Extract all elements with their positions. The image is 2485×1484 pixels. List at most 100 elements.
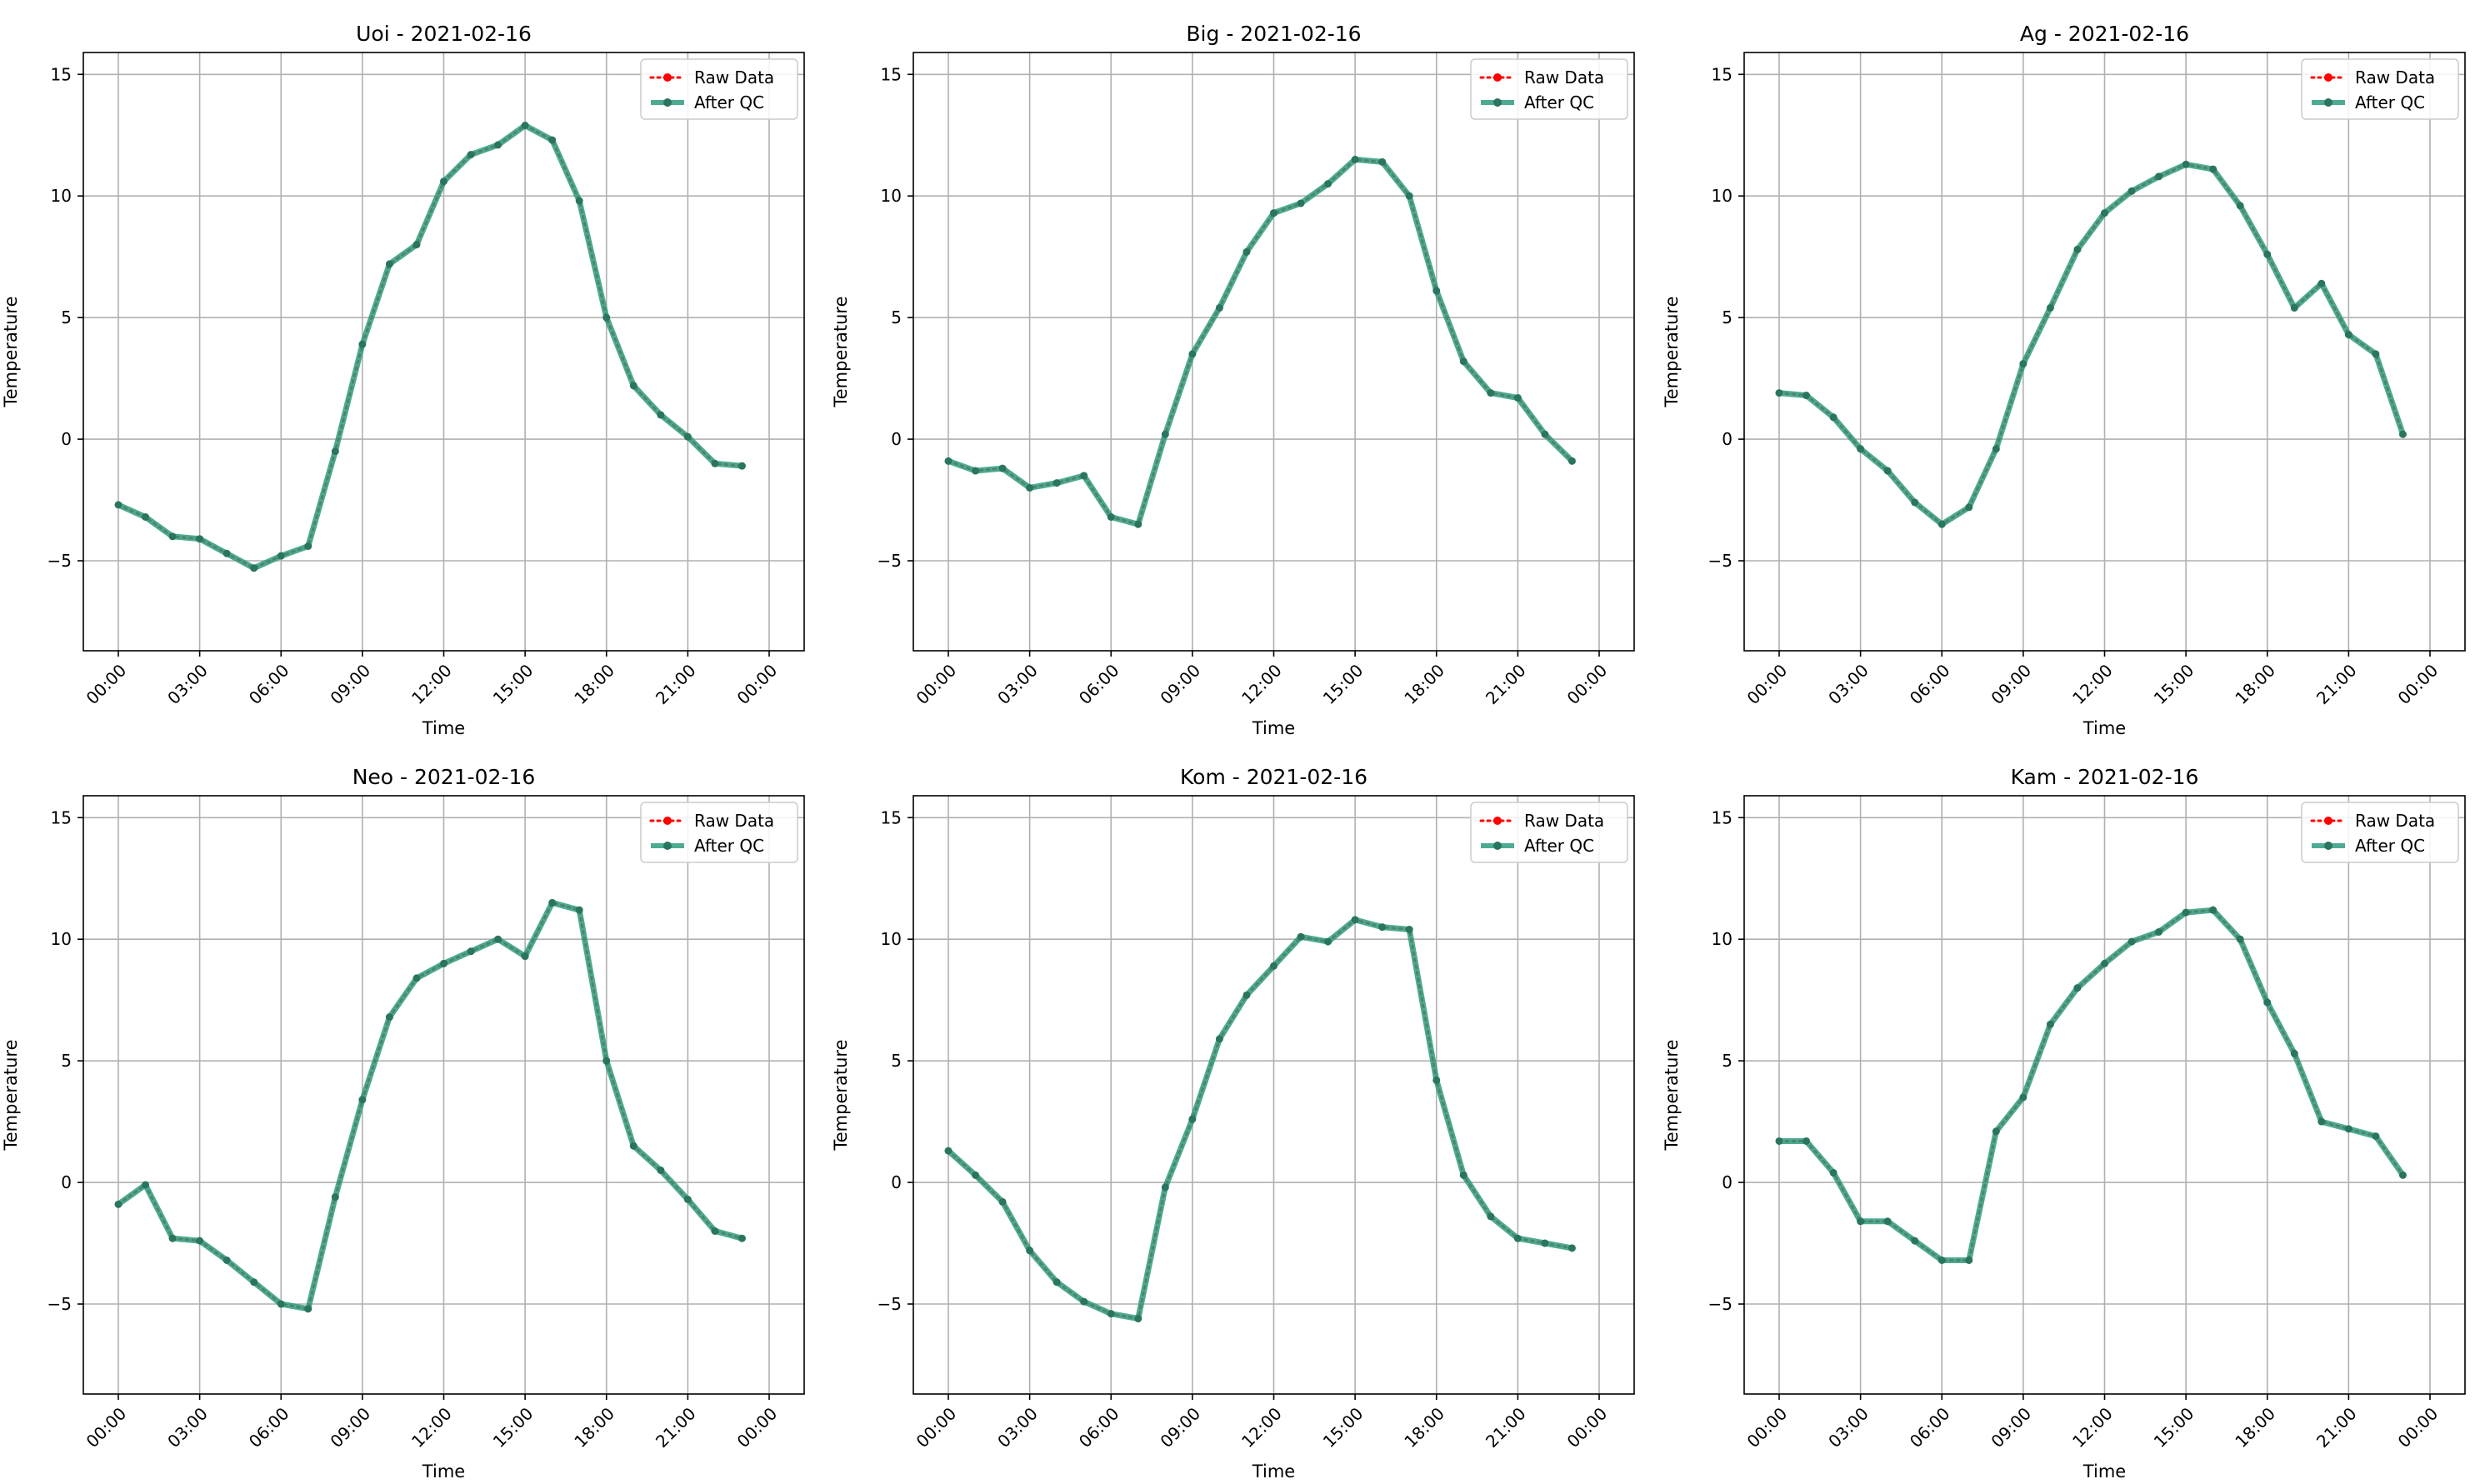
x-tick-label: 06:00 [1906,1403,1954,1452]
after-qc-line [946,917,1573,1322]
after-qc-point [2318,1117,2326,1126]
x-axis-label: Time [2082,1462,2126,1482]
after-qc-point [1215,303,1223,312]
after-qc-point [1405,926,1413,934]
after-qc-point [1459,357,1468,366]
x-tick-label: 09:00 [1987,660,2035,708]
x-tick-label: 12:00 [1238,660,1286,708]
x-tick-label: 15:00 [2150,660,2198,708]
after-qc-point [944,1147,952,1155]
x-tick-label: 15:00 [489,1403,538,1452]
after-qc-point [2344,331,2352,339]
after-qc-point [1487,1212,1495,1221]
after-qc-point [1107,512,1115,521]
x-tick-label: 00:00 [733,660,782,708]
x-tick-label: 21:00 [1482,660,1530,708]
after-qc-point [629,1142,638,1150]
y-tick-label: 10 [1712,929,1732,949]
after-qc-point [1541,430,1549,438]
after-qc-point [2073,245,2082,253]
after-qc-point [1188,350,1197,358]
x-tick-label: 03:00 [993,660,1042,708]
legend: Raw Data After QC [1470,58,1628,120]
subplot-2: −5 0 5 10 15 00:00 03:00 06:00 09:00 12:00 15:00 18… [831,22,1635,738]
y-tick-label: 10 [1712,186,1732,206]
subplot-4: −5 0 5 10 15 00:00 03:00 06:00 09:00 12:00 15:00 18… [1,765,805,1482]
after-qc-point [1432,287,1441,295]
x-tick-label: 15:00 [1319,1403,1368,1452]
after-qc-point [1459,1171,1468,1179]
after-qc-point [1911,498,1919,507]
legend-qc-label: After QC [1524,92,1594,112]
after-qc-point [1378,157,1387,166]
y-tick-label: 10 [51,186,72,206]
after-qc-point [304,1305,312,1313]
y-tick-label: 15 [51,807,72,827]
after-qc-point [142,1181,150,1189]
legend-qc-marker [663,842,672,850]
after-qc-point [2318,279,2326,287]
after-qc-point [1802,392,1811,400]
after-qc-point [1242,247,1251,256]
after-qc-point [2372,1132,2380,1141]
after-qc-point [1297,199,1305,207]
after-qc-point [2398,1171,2407,1179]
subplot-title: Ag - 2021-02-16 [2020,22,2189,46]
x-tick-label: 09:00 [326,1403,374,1452]
legend-raw-marker [2324,817,2332,825]
legend-raw-label: Raw Data [1524,67,1604,87]
after-qc-point [1161,430,1169,438]
x-tick-label: 15:00 [489,660,538,708]
y-tick-label: −5 [48,551,72,571]
after-qc-point [2073,984,2082,992]
after-qc-point [1883,1217,1892,1226]
y-axis-label: Temperature [831,1039,851,1151]
after-qc-point [972,467,980,475]
after-qc-point [1513,1234,1522,1242]
x-tick-label: 12:00 [1238,1403,1286,1452]
y-tick-label: 0 [61,429,72,449]
after-qc-point [1026,1247,1034,1255]
after-qc-point [2263,998,2272,1007]
after-qc-point [385,260,393,268]
after-qc-point [711,459,719,467]
after-qc-point [1052,1278,1061,1287]
after-qc-point [277,1300,285,1308]
after-qc-point [196,535,204,543]
y-axis-label: Temperature [1,296,21,407]
after-qc-point [142,512,150,521]
x-tick-label: 00:00 [912,1403,961,1452]
after-qc-point [114,1200,122,1208]
y-tick-label: 15 [1712,807,1732,827]
after-qc-point [1857,445,1865,453]
after-qc-point [1775,389,1783,397]
after-qc-point [2344,1125,2352,1133]
after-qc-point [1188,1115,1197,1123]
x-tick-label: 00:00 [82,1403,131,1452]
legend-raw-label: Raw Data [694,811,774,831]
after-qc-point [1134,520,1142,528]
after-qc-point [222,1256,231,1264]
x-tick-label: 18:00 [1400,1403,1448,1452]
y-tick-label: 10 [881,186,902,206]
x-tick-label: 00:00 [2394,660,2442,708]
legend: Raw Data After QC [640,58,798,120]
after-qc-point [1541,1239,1549,1247]
x-tick-label: 18:00 [2231,660,2279,708]
y-axis-label: Temperature [831,296,851,407]
after-qc-point [2290,1049,2298,1057]
after-qc-point [1351,916,1359,924]
y-tick-label: −5 [878,551,902,571]
after-qc-point [521,122,529,130]
legend-raw-marker [1493,73,1502,82]
after-qc-point [521,952,529,961]
x-tick-label: 21:00 [652,1403,700,1452]
after-qc-point [657,411,665,419]
after-qc-point [998,464,1007,472]
x-tick-label: 06:00 [1075,1403,1123,1452]
subplot-title: Uoi - 2021-02-16 [356,22,532,46]
after-qc-point [2236,202,2244,210]
y-tick-label: 0 [891,1172,902,1192]
after-qc-point [2182,908,2190,917]
